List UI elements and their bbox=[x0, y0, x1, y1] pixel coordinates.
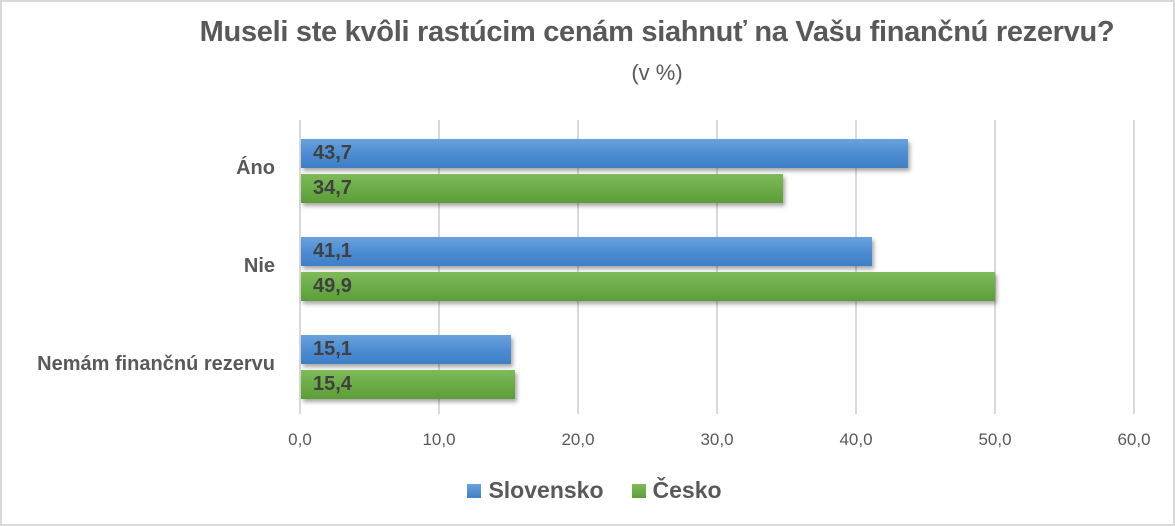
gridline bbox=[994, 120, 996, 414]
bar-slovensko[interactable]: 41,1 bbox=[301, 237, 873, 266]
x-tick-label: 50,0 bbox=[978, 430, 1012, 449]
chart-title: Museli ste kvôli rastúcim cenám siahnuť … bbox=[199, 16, 1115, 48]
data-label: 41,1 bbox=[313, 240, 352, 262]
bar-cesko[interactable]: 49,9 bbox=[301, 272, 995, 301]
legend-label: Slovensko bbox=[488, 477, 604, 503]
gridline bbox=[1133, 120, 1135, 414]
legend-item-slovensko[interactable]: Slovensko bbox=[467, 477, 604, 504]
bar-slovensko[interactable]: 43,7 bbox=[301, 139, 909, 168]
gridline bbox=[438, 120, 440, 414]
data-label: 34,7 bbox=[313, 177, 352, 199]
data-label: 15,4 bbox=[313, 373, 352, 395]
chart-subtitle: (v %) bbox=[631, 60, 683, 85]
legend-label: Česko bbox=[652, 477, 722, 503]
bar-cesko[interactable]: 34,7 bbox=[301, 174, 784, 203]
legend-item-cesko[interactable]: Česko bbox=[631, 477, 722, 504]
legend-swatch-slovensko bbox=[467, 483, 482, 498]
legend-swatch-cesko bbox=[631, 483, 646, 498]
category-label: Nemám finančnú rezervu bbox=[37, 353, 275, 375]
gridline bbox=[716, 120, 718, 414]
x-tick-label: 40,0 bbox=[839, 430, 873, 449]
data-label: 15,1 bbox=[313, 338, 352, 360]
x-tick-label: 20,0 bbox=[561, 430, 595, 449]
legend: Slovensko Česko bbox=[2, 477, 1175, 504]
x-tick-label: 0,0 bbox=[288, 430, 312, 449]
gridline bbox=[577, 120, 579, 414]
gridline bbox=[855, 120, 857, 414]
data-label: 43,7 bbox=[313, 142, 352, 164]
x-tick-label: 30,0 bbox=[700, 430, 734, 449]
category-label: Nie bbox=[243, 255, 275, 277]
category-label: Áno bbox=[236, 157, 275, 179]
plot-area: 43,7 34,7 41,1 49,9 15,1 15,4 bbox=[299, 120, 1135, 414]
data-label: 49,9 bbox=[313, 275, 352, 297]
x-tick-label: 10,0 bbox=[422, 430, 456, 449]
gridline bbox=[299, 120, 301, 414]
bar-cesko[interactable]: 15,4 bbox=[301, 370, 516, 399]
bar-slovensko[interactable]: 15,1 bbox=[301, 335, 511, 364]
x-tick-label: 60,0 bbox=[1117, 430, 1151, 449]
